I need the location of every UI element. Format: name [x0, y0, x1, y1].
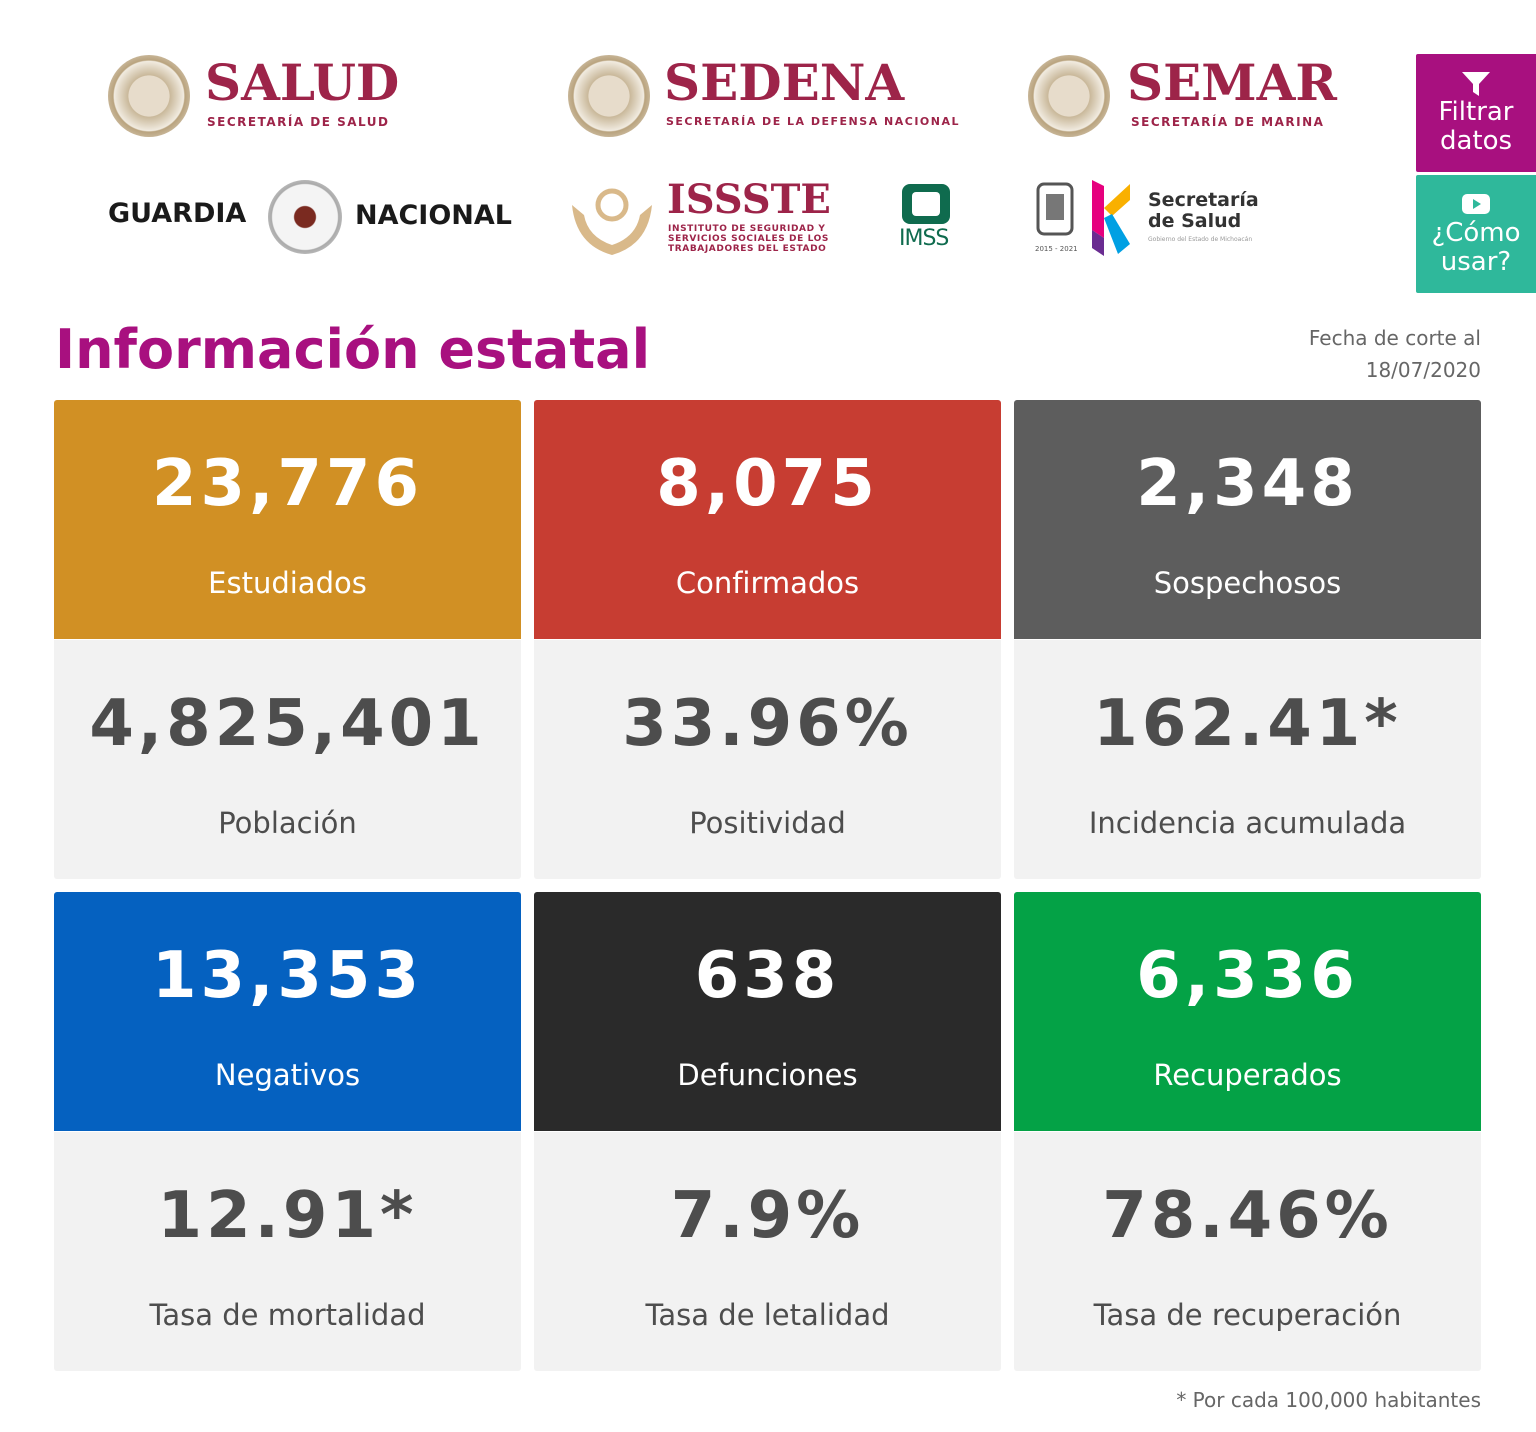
stat-value: 78.46% [1102, 1179, 1393, 1253]
logo-subtitle: Gobierno del Estado de Michoacán [1148, 236, 1253, 243]
stat-value: 4,825,401 [89, 687, 486, 761]
filter-icon [1462, 72, 1490, 96]
logo-title: IMSS [899, 226, 949, 251]
logo-title: SEMAR [1127, 53, 1337, 112]
stat-label: Confirmados [675, 566, 860, 600]
stat-card: 33.96% Positividad [534, 640, 1001, 879]
stat-label: Defunciones [677, 1058, 858, 1092]
seal [1028, 55, 1110, 137]
logo-title: SALUD [205, 53, 400, 112]
button-label: Filtrar datos [1438, 97, 1514, 156]
stat-value: 2,348 [1136, 447, 1359, 521]
stat-card: 162.41* Incidencia acumulada [1014, 640, 1481, 879]
michoacan-seal [1036, 182, 1074, 236]
logo-title: SEDENA [664, 53, 905, 112]
stat-card: 12.91* Tasa de mortalidad [54, 1132, 521, 1371]
stat-value: 23,776 [152, 447, 423, 521]
stat-value: 13,353 [152, 939, 423, 1013]
button[interactable]: ¿Cómo usar? [1416, 175, 1536, 293]
logo-title: ISSSTE [667, 176, 831, 223]
button[interactable]: Filtrar datos [1416, 54, 1536, 172]
footnote: * Por cada 100,000 habitantes [1176, 1388, 1481, 1412]
stat-card: 2,348 Sospechosos [1014, 400, 1481, 639]
date-box: Fecha de corte al 18/07/2020 [1309, 322, 1481, 386]
imss-icon [902, 184, 950, 224]
stat-value: 8,075 [656, 447, 879, 521]
stat-label: Tasa de mortalidad [149, 1298, 426, 1332]
logo-title: Secretaría de Salud [1148, 189, 1259, 232]
stat-value: 12.91* [157, 1179, 418, 1253]
stat-card: 78.46% Tasa de recuperación [1014, 1132, 1481, 1371]
stat-card: 4,825,401 Población [54, 640, 521, 879]
stat-label: Población [218, 806, 357, 840]
stat-card: 23,776 Estudiados [54, 400, 521, 639]
seal [568, 55, 650, 137]
stat-value: 7.9% [670, 1179, 865, 1253]
logo-text: GUARDIA [108, 198, 247, 229]
stat-value: 33.96% [622, 687, 913, 761]
stat-card: 8,075 Confirmados [534, 400, 1001, 639]
date-label: Fecha de corte al [1308, 326, 1481, 350]
logo-text: NACIONAL [355, 200, 513, 231]
stat-label: Incidencia acumulada [1088, 806, 1407, 840]
stat-label: Negativos [214, 1058, 361, 1092]
video-icon [1462, 194, 1490, 214]
stat-label: Estudiados [208, 566, 367, 600]
logo-subtitle: SECRETARÍA DE LA DEFENSA NACIONAL [666, 115, 960, 128]
date-value: 18/07/2020 [1365, 358, 1481, 382]
stat-label: Positividad [689, 806, 846, 840]
michoacan-k [1092, 180, 1130, 256]
logo-subtitle: SECRETARÍA DE MARINA [1131, 115, 1325, 129]
stat-label: Recuperados [1153, 1058, 1342, 1092]
stat-value: 6,336 [1136, 939, 1359, 1013]
stat-label: Tasa de letalidad [645, 1298, 890, 1332]
logo-years: 2015 - 2021 [1035, 245, 1078, 253]
button-label: ¿Cómo usar? [1431, 218, 1521, 277]
stat-card: 6,336 Recuperados [1014, 892, 1481, 1131]
seal [108, 55, 190, 137]
stat-label: Tasa de recuperación [1093, 1298, 1402, 1332]
stat-card: 638 Defunciones [534, 892, 1001, 1131]
stat-value: 162.41* [1093, 687, 1402, 761]
logo-subtitle: INSTITUTO DE SEGURIDAD Y SERVICIOS SOCIA… [668, 224, 829, 254]
issste-icon [572, 188, 652, 255]
stat-card: 7.9% Tasa de letalidad [534, 1132, 1001, 1371]
seal [268, 180, 342, 254]
page-title: Información estatal [55, 318, 651, 381]
stat-label: Sospechosos [1153, 566, 1342, 600]
stat-card: 13,353 Negativos [54, 892, 521, 1131]
stat-value: 638 [694, 939, 841, 1013]
logo-subtitle: SECRETARÍA DE SALUD [207, 115, 390, 129]
